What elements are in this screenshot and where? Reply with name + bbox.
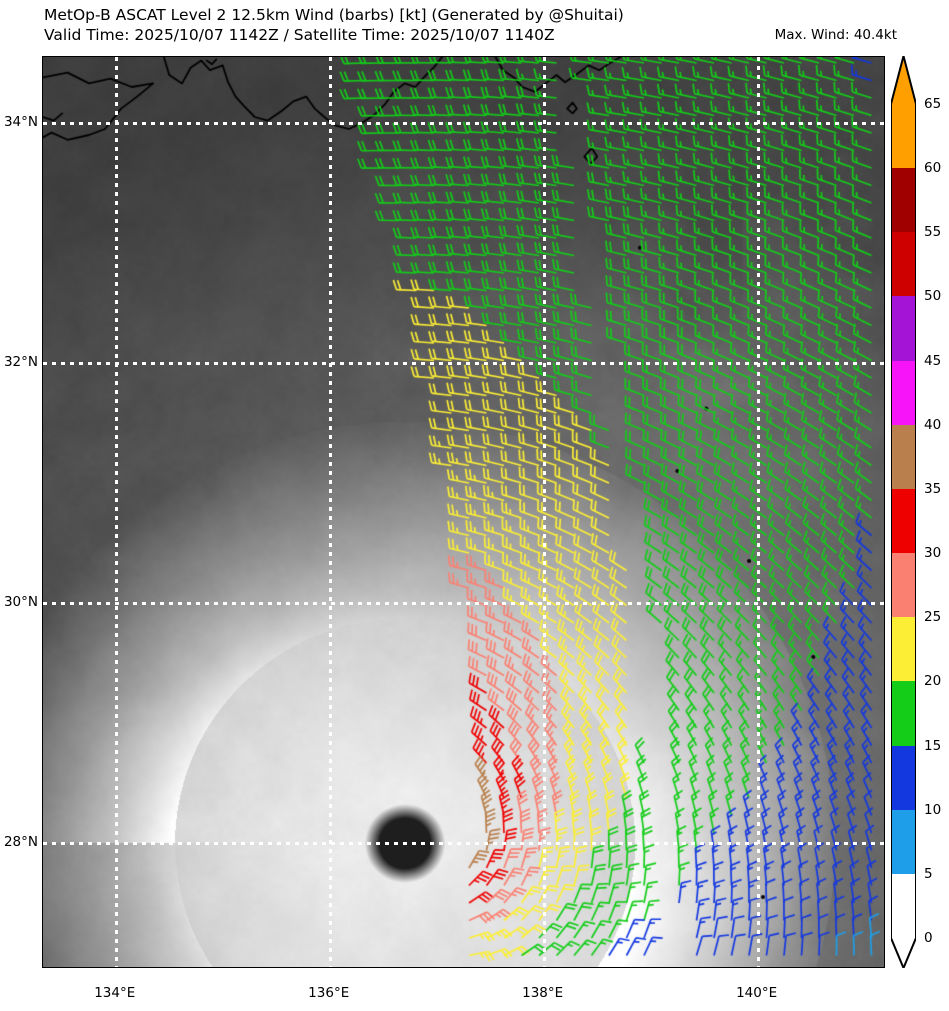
colorbar-band-50-55 [891, 232, 916, 297]
colorbar-tick: 35 [924, 480, 942, 497]
colorbar-tick: 45 [924, 352, 942, 369]
gridline-lon-3 [756, 57, 760, 967]
lat-tick-label: 28°N [3, 834, 38, 850]
gridline-lat-2 [43, 362, 884, 365]
wind-speed-colorbar[interactable]: 0 5 10 15 20 25 30 35 40 45 50 55 60 65 [891, 56, 949, 968]
colorbar-band-5-10 [891, 809, 916, 874]
colorbar-tick: 10 [924, 801, 942, 818]
colorbar-tick: 50 [924, 288, 942, 305]
colorbar-band-10-15 [891, 745, 916, 810]
title-line-2: Valid Time: 2025/10/07 1142Z / Satellite… [44, 26, 555, 44]
gridline-lon-0 [114, 57, 118, 967]
colorbar-tick: 20 [924, 673, 942, 690]
gridline-lat-0 [43, 842, 884, 845]
lon-tick-label: 140°E [736, 985, 778, 1001]
colorbar-band-55-60 [891, 168, 916, 233]
colorbar-band-45-50 [891, 296, 916, 361]
colorbar-tick: 30 [924, 545, 942, 562]
graticule-gridlines [43, 57, 884, 967]
colorbar-band-20-25 [891, 617, 916, 682]
satellite-map-panel[interactable] [42, 56, 885, 968]
colorbar-band-0-5 [891, 873, 916, 938]
colorbar-band-40-45 [891, 360, 916, 425]
gridline-lon-1 [328, 57, 332, 967]
colorbar-tick: 60 [924, 160, 942, 177]
colorbar-tick: 5 [924, 865, 933, 882]
gridline-lat-1 [43, 602, 884, 605]
colorbar-over-arrow [891, 56, 916, 104]
colorbar-band-35-40 [891, 424, 916, 489]
title-line-1: MetOp-B ASCAT Level 2 12.5km Wind (barbs… [44, 6, 624, 24]
colorbar-tick: 40 [924, 416, 942, 433]
gridline-lon-2 [542, 57, 546, 967]
colorbar-band-25-30 [891, 553, 916, 618]
chart-title-block: MetOp-B ASCAT Level 2 12.5km Wind (barbs… [44, 5, 624, 45]
colorbar-tick: 65 [924, 96, 942, 112]
gridline-lat-3 [43, 122, 884, 125]
lat-tick-label: 30°N [3, 594, 38, 610]
colorbar-band-60-65 [891, 104, 916, 169]
colorbar-tick: 15 [924, 737, 942, 754]
lon-tick-label: 136°E [308, 985, 350, 1001]
colorbar-band-15-20 [891, 681, 916, 746]
colorbar-bands [891, 104, 916, 938]
max-wind-annotation: Max. Wind: 40.4kt [774, 27, 897, 43]
colorbar-under-arrow [891, 936, 916, 968]
lat-tick-label: 34°N [3, 114, 38, 130]
colorbar-band-30-35 [891, 488, 916, 554]
colorbar-tick: 0 [924, 930, 933, 946]
colorbar-tick: 25 [924, 609, 942, 626]
lon-tick-label: 134°E [94, 985, 136, 1001]
lat-tick-label: 32°N [3, 354, 38, 370]
colorbar-tick: 55 [924, 224, 942, 241]
wind-barbs-layer [43, 57, 884, 967]
lon-tick-label: 138°E [522, 985, 564, 1001]
